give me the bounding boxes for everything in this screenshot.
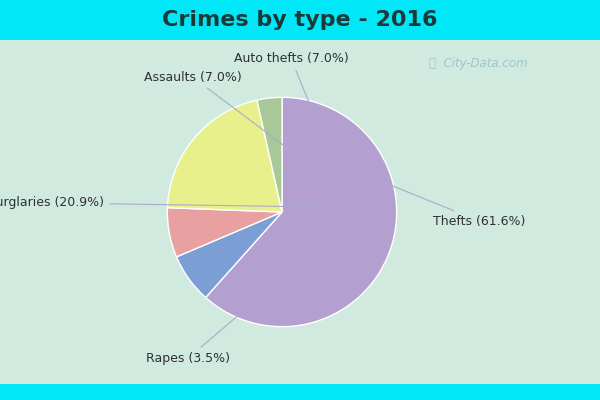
Wedge shape: [257, 97, 282, 212]
Text: Rapes (3.5%): Rapes (3.5%): [146, 223, 346, 365]
Text: Auto thefts (7.0%): Auto thefts (7.0%): [234, 52, 349, 182]
Wedge shape: [167, 100, 282, 212]
Wedge shape: [176, 212, 282, 298]
Text: Thefts (61.6%): Thefts (61.6%): [319, 156, 526, 228]
Wedge shape: [206, 97, 397, 327]
Text: ⓘ  City-Data.com: ⓘ City-Data.com: [430, 58, 528, 70]
Wedge shape: [167, 208, 282, 257]
Text: Assaults (7.0%): Assaults (7.0%): [143, 70, 343, 190]
Text: Crimes by type - 2016: Crimes by type - 2016: [162, 10, 438, 30]
Text: Burglaries (20.9%): Burglaries (20.9%): [0, 196, 346, 209]
